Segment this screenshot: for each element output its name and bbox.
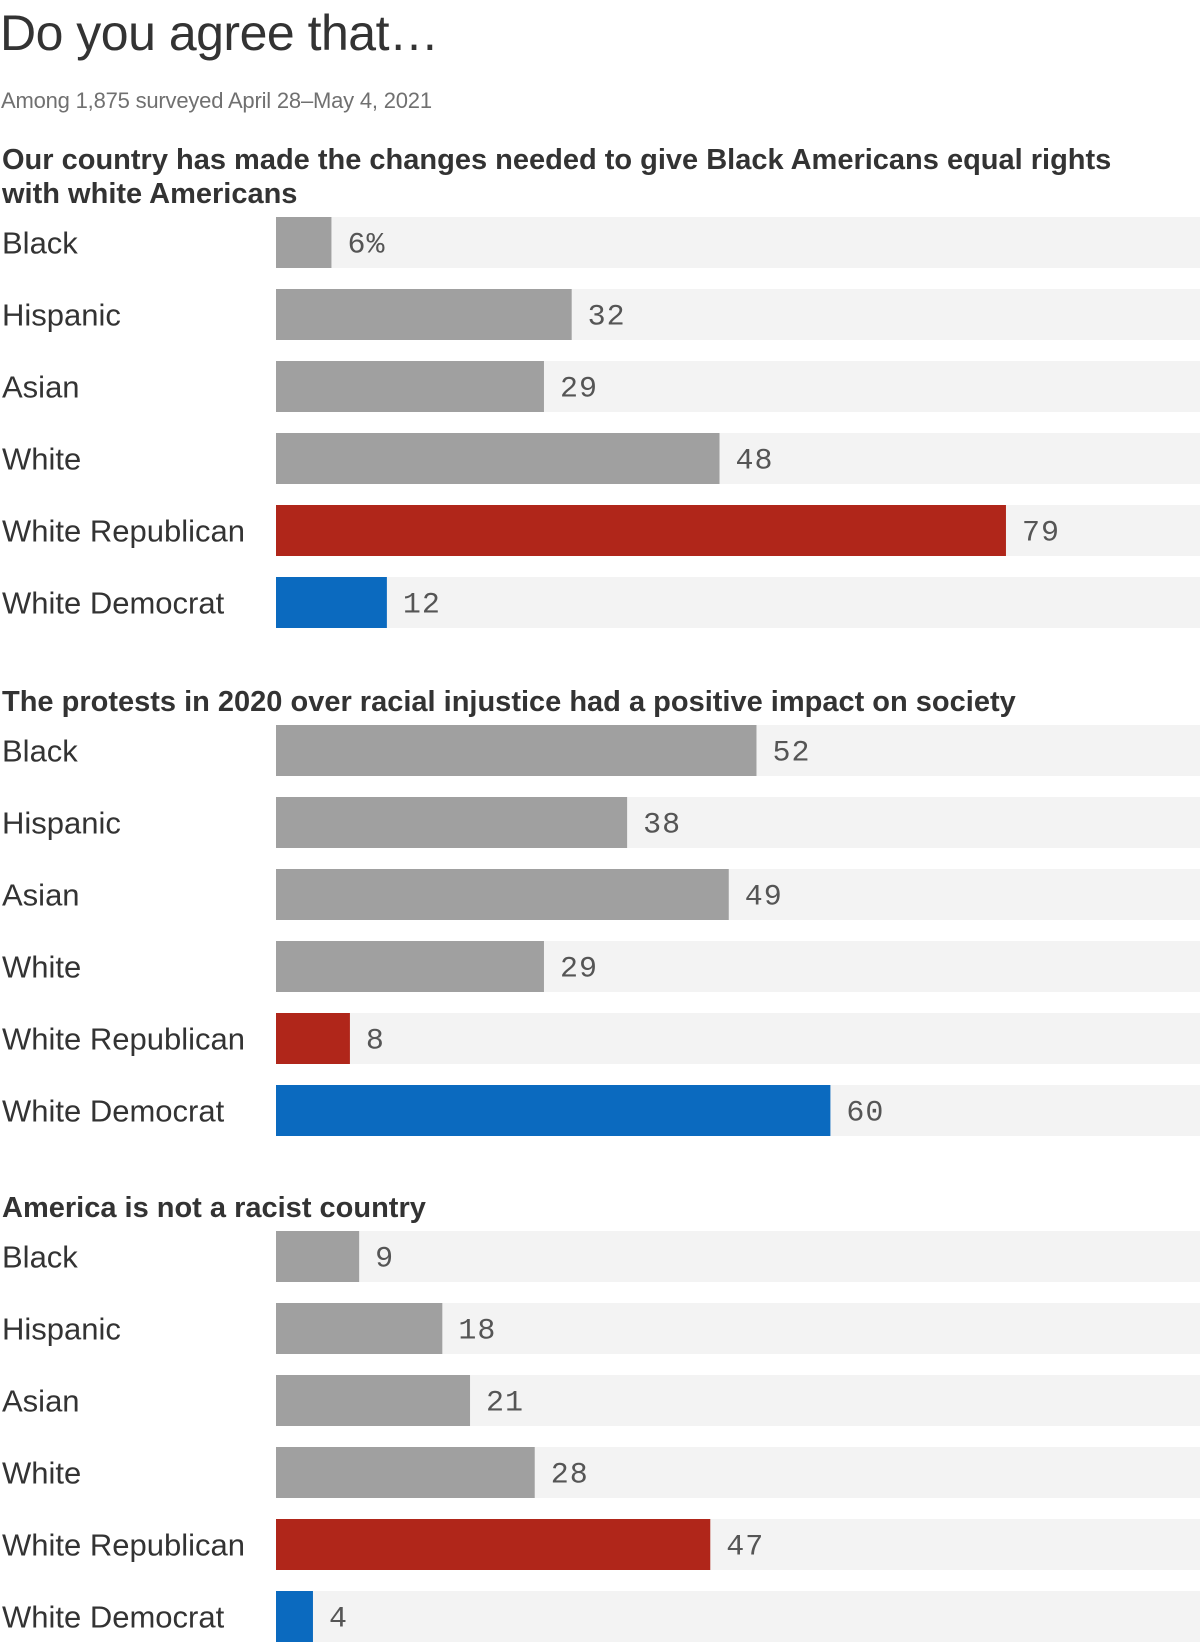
value-label: 79 [1022, 517, 1060, 551]
value-label: 6% [347, 229, 385, 263]
value-label: 28 [551, 1459, 589, 1493]
bar-white-republican [276, 1519, 711, 1570]
bar-asian [276, 361, 544, 412]
category-label: Black [2, 734, 78, 769]
value-label: 29 [560, 373, 598, 407]
bar-hispanic [276, 289, 572, 340]
category-label: White Democrat [2, 586, 225, 621]
panel-title: America is not a racist country [2, 1192, 426, 1224]
bar-white-republican [276, 1013, 350, 1064]
category-label: White Republican [2, 514, 245, 549]
bar-black [276, 725, 757, 776]
bar-asian [276, 1375, 471, 1426]
value-label: 49 [745, 881, 783, 915]
value-label: 32 [588, 301, 626, 335]
value-label: 18 [458, 1315, 496, 1349]
category-label: Asian [2, 878, 80, 913]
value-label: 21 [486, 1387, 524, 1421]
panel-title: The protests in 2020 over racial injusti… [2, 686, 1016, 718]
bar-black [276, 217, 332, 268]
category-label: Hispanic [2, 806, 121, 841]
bar-asian [276, 869, 729, 920]
value-label: 29 [560, 953, 598, 987]
category-label: White Democrat [2, 1094, 225, 1129]
value-label: 52 [772, 737, 810, 771]
bar-track [276, 217, 1200, 268]
value-label: 38 [643, 809, 681, 843]
bar-track [276, 577, 1200, 628]
panel-title: with white Americans [1, 178, 297, 210]
category-label: Hispanic [2, 1312, 121, 1347]
category-label: White [2, 950, 81, 985]
value-label: 9 [375, 1243, 394, 1277]
value-label: 8 [366, 1025, 385, 1059]
category-label: Black [2, 1240, 78, 1275]
bar-black [276, 1231, 360, 1282]
bar-hispanic [276, 797, 628, 848]
bar-white-democrat [276, 1591, 313, 1642]
category-label: White Republican [2, 1528, 245, 1563]
bar-white [276, 941, 544, 992]
category-label: White [2, 1456, 81, 1491]
category-label: White [2, 442, 81, 477]
bar-white-republican [276, 505, 1006, 556]
value-label: 47 [726, 1531, 764, 1565]
value-label: 12 [403, 589, 441, 623]
bar-track [276, 1013, 1200, 1064]
bar-white-democrat [276, 577, 387, 628]
category-label: White Democrat [2, 1600, 225, 1635]
panel-title: Our country has made the changes needed … [2, 144, 1111, 176]
chart-title: Do you agree that… [0, 5, 439, 61]
category-label: Black [2, 226, 78, 261]
bar-white [276, 1447, 535, 1498]
bar-white-democrat [276, 1085, 831, 1136]
value-label: 60 [846, 1097, 884, 1131]
bar-track [276, 1231, 1200, 1282]
value-label: 4 [329, 1603, 348, 1637]
category-label: Asian [2, 370, 80, 405]
bar-hispanic [276, 1303, 443, 1354]
bar-white [276, 433, 720, 484]
value-label: 48 [736, 445, 774, 479]
category-label: Asian [2, 1384, 80, 1419]
category-label: White Republican [2, 1022, 245, 1057]
category-label: Hispanic [2, 298, 121, 333]
bar-track [276, 1591, 1200, 1642]
chart-subtitle: Among 1,875 surveyed April 28–May 4, 202… [1, 88, 432, 113]
